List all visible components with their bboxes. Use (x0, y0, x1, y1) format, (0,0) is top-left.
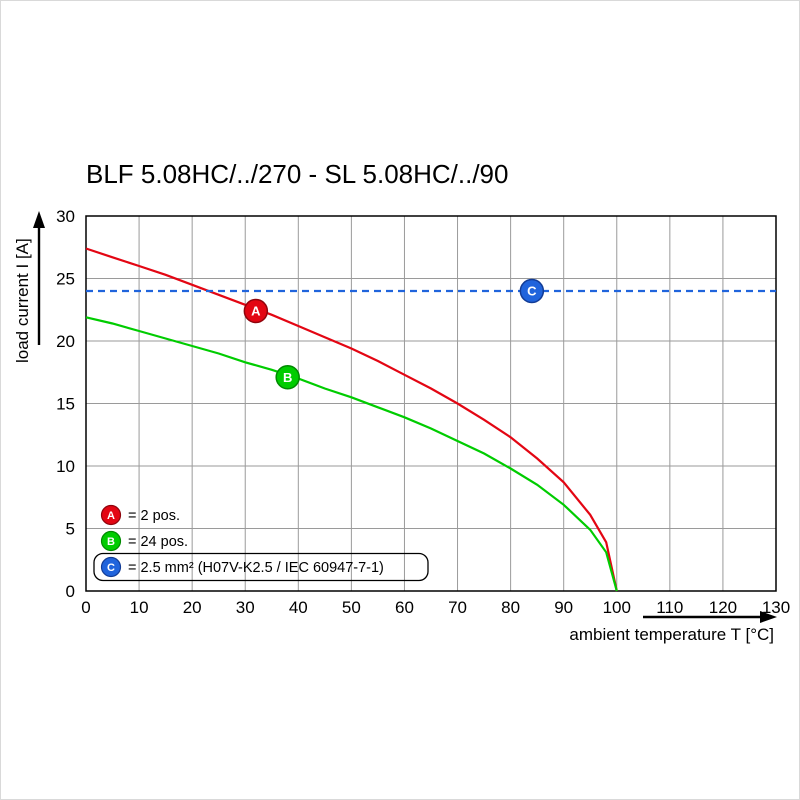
marker-b-circle (275, 365, 300, 390)
x-tick-label: 100 (603, 598, 631, 617)
marker-c-letter: C (527, 284, 537, 299)
plot-border (85, 215, 777, 592)
legend-marker-letter-a: A (107, 510, 115, 522)
x-tick-label: 60 (395, 598, 414, 617)
marker-c-circle (519, 278, 545, 304)
x-tick-label: 110 (656, 598, 683, 617)
x-tick-label: 90 (554, 598, 573, 617)
x-tick-label: 20 (183, 598, 202, 617)
y-tick-label: 10 (56, 457, 75, 476)
legend-marker-b (100, 530, 122, 552)
legend-marker-a (100, 504, 122, 526)
series-b-curve (85, 316, 618, 592)
legend-marker-c (100, 556, 122, 578)
x-tick-label: 0 (81, 598, 90, 617)
y-tick-label: 5 (66, 520, 75, 539)
x-axis-label: ambient temperature T [°C] (569, 625, 774, 644)
legend-marker-letter-c: C (107, 562, 115, 574)
x-tick-label: 10 (130, 598, 149, 617)
chart-title: BLF 5.08HC/../270 - SL 5.08HC/../90 (86, 159, 509, 189)
legend-box-c (93, 552, 429, 582)
legend-marker-letter-b: B (107, 536, 115, 548)
legend-label-c: = 2.5 mm² (H07V-K2.5 / IEC 60947-7-1) (128, 560, 384, 576)
x-axis-arrow-head (760, 611, 777, 623)
series-a-curve (85, 247, 618, 592)
legend-label-b: = 24 pos. (128, 534, 188, 550)
x-tick-label: 70 (448, 598, 467, 617)
y-tick-label: 30 (56, 207, 75, 226)
marker-b-letter: B (283, 370, 292, 385)
legend-label-a: = 2 pos. (128, 508, 180, 524)
x-tick-label: 120 (709, 598, 737, 617)
marker-a-circle (243, 298, 269, 324)
x-tick-label: 130 (762, 598, 790, 617)
x-tick-label: 50 (342, 598, 361, 617)
y-tick-label: 25 (56, 270, 75, 289)
x-tick-label: 80 (501, 598, 520, 617)
x-tick-label: 40 (289, 598, 308, 617)
y-tick-label: 15 (56, 395, 75, 414)
x-tick-label: 30 (236, 598, 255, 617)
y-tick-label: 20 (56, 332, 75, 351)
y-axis-arrow-head (33, 211, 45, 228)
y-tick-label: 0 (66, 582, 75, 601)
marker-a-letter: A (251, 304, 261, 319)
